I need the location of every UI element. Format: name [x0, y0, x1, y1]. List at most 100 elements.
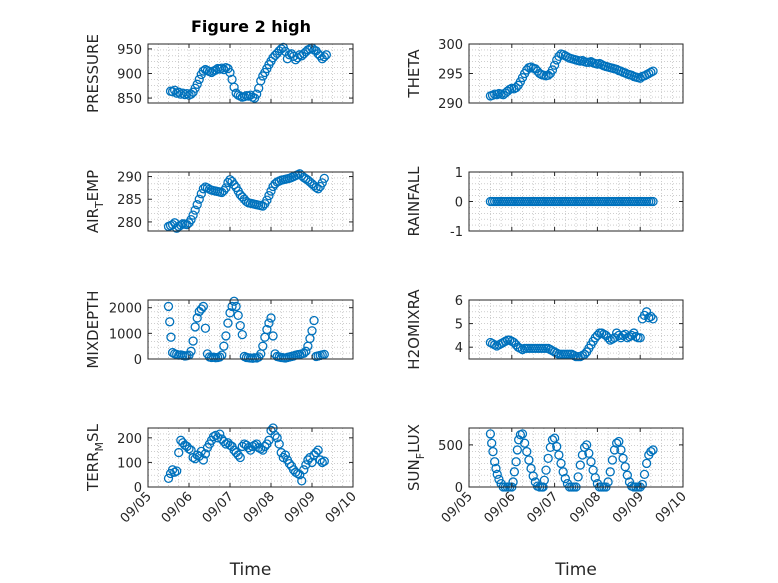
data-point: [603, 477, 613, 487]
data-point: [237, 441, 247, 452]
data-point: [264, 190, 274, 201]
data-point: [215, 429, 225, 439]
data-point: [262, 195, 272, 205]
data-point: [186, 346, 196, 356]
data-point: [268, 331, 278, 341]
data-point: [313, 445, 323, 455]
data-point: [549, 60, 560, 70]
data-point: [543, 453, 553, 463]
y-tick-label: -1: [450, 225, 463, 240]
y-axis-label-subscript: F: [414, 453, 427, 459]
y-tick-label: 900: [117, 68, 142, 83]
data-point: [637, 479, 647, 490]
data-point: [194, 74, 204, 85]
axes-box: [147, 427, 354, 488]
data-point: [311, 447, 321, 458]
data-point: [176, 220, 186, 230]
data-point: [491, 463, 501, 474]
data-point: [586, 457, 596, 467]
data-point: [200, 449, 211, 459]
subplot-rainfall: -1 0 1 RAINFALL: [405, 166, 684, 240]
data-point: [646, 446, 656, 457]
data-point: [556, 458, 566, 469]
y-axis-label: PRESSURE: [84, 34, 102, 113]
data-point: [618, 453, 628, 463]
data-point: [549, 433, 560, 443]
data-point: [547, 65, 558, 75]
data-point: [319, 173, 329, 184]
data-point: [221, 331, 231, 341]
data-point: [217, 63, 227, 73]
y-axis-label-rest: SL: [84, 423, 102, 442]
y-axis-label-main: TERR: [84, 451, 102, 492]
y-tick-label: 500: [438, 439, 463, 454]
data-point: [167, 347, 178, 358]
data-point: [229, 180, 239, 190]
data-point: [511, 83, 521, 93]
y-tick-label: 0: [134, 481, 142, 496]
y-tick-label: 6: [455, 294, 463, 309]
y-axis-label-main: MIXDEPTH: [84, 290, 102, 368]
data-point: [488, 446, 498, 457]
y-tick-label: 200: [117, 432, 142, 447]
y-tick-label: 850: [117, 92, 142, 107]
data-point: [560, 473, 570, 484]
y-axis-label-subscript: M: [93, 442, 106, 452]
y-axis-label: RAINFALL: [405, 166, 423, 237]
data-point: [584, 448, 594, 458]
y-axis-label-main: RAINFALL: [405, 166, 423, 237]
data-point: [541, 465, 551, 475]
data-point: [490, 457, 500, 467]
data-point: [307, 326, 317, 336]
data-point: [196, 189, 206, 199]
data-point: [280, 450, 291, 460]
data-point: [528, 471, 538, 481]
data-point: [319, 52, 329, 62]
data-point: [573, 472, 583, 482]
data-point: [272, 433, 282, 443]
data-point: [221, 183, 231, 193]
y-axis-label: MIXDEPTH: [84, 290, 102, 368]
data-point: [648, 196, 658, 207]
data-point: [233, 450, 243, 460]
data-point: [321, 50, 332, 60]
data-point: [311, 182, 321, 193]
data-point: [194, 194, 204, 204]
data-point: [231, 301, 241, 312]
data-point: [235, 452, 245, 463]
y-axis-label-main: AIR: [84, 208, 102, 233]
data-point: [620, 462, 630, 472]
data-point: [188, 336, 198, 346]
data-point: [264, 435, 274, 445]
data-point: [163, 301, 174, 312]
data-point: [167, 465, 178, 475]
data-point: [165, 317, 175, 327]
data-point: [169, 467, 180, 477]
data-point: [182, 89, 192, 99]
data-point: [233, 310, 243, 321]
data-point: [299, 465, 309, 475]
data-point: [641, 458, 652, 469]
y-axis-label-rest: EMP: [84, 170, 102, 201]
data-point: [221, 439, 231, 449]
y-axis-label: THETA: [405, 49, 423, 99]
data-point: [172, 466, 182, 476]
y-tick-label: 4: [455, 341, 463, 356]
axes-box: [147, 171, 354, 232]
figure-title: Figure 2 high: [191, 17, 311, 36]
data-point: [192, 200, 202, 210]
data-point: [590, 473, 600, 483]
data-point: [554, 450, 564, 460]
data-point: [648, 314, 658, 324]
data-point: [256, 76, 266, 86]
y-tick-label: 0: [134, 353, 142, 368]
data-point: [517, 429, 528, 439]
data-point: [539, 475, 549, 485]
y-tick-label: 950: [117, 43, 142, 58]
data-point: [266, 186, 276, 196]
y-axis-label: AIRTEMP: [84, 170, 106, 233]
data-point: [626, 330, 637, 341]
data-point: [235, 321, 245, 331]
data-point: [229, 82, 239, 92]
